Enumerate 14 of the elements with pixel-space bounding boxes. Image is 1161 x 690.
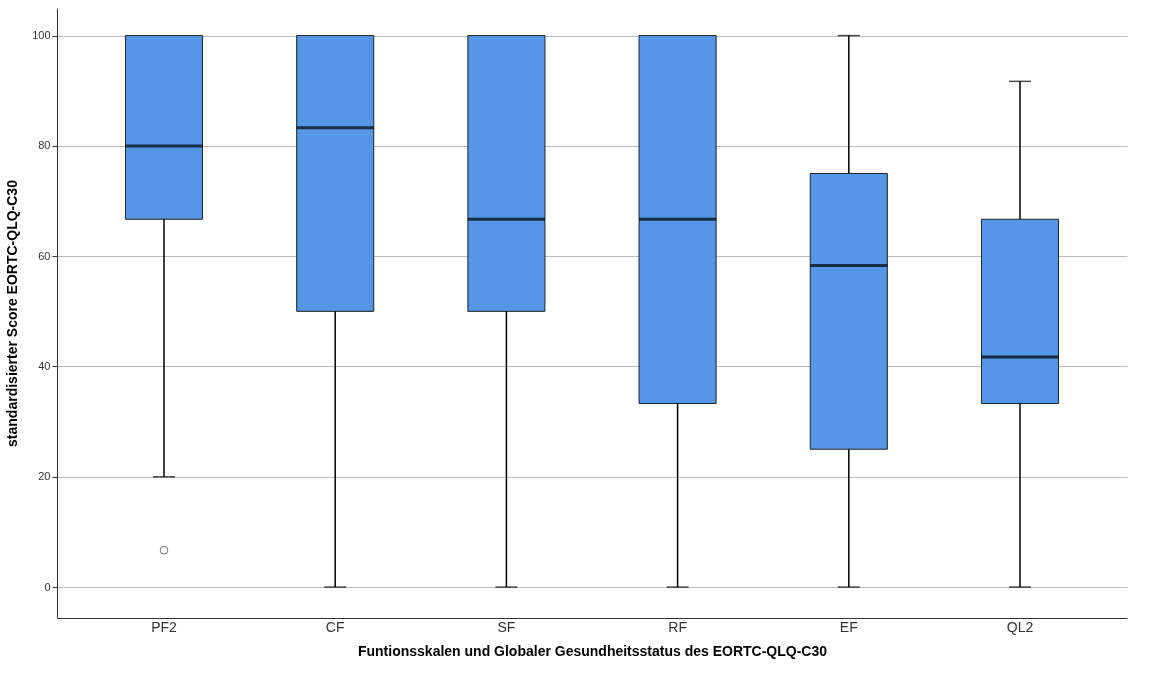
x-tick-label: CF xyxy=(325,618,345,635)
x-tick-label: PF2 xyxy=(151,618,178,635)
x-tick-label: SF xyxy=(497,618,516,635)
x-tick-label: RF xyxy=(668,618,687,635)
y-tick-label: 20 xyxy=(38,470,51,483)
y-tick-label: 0 xyxy=(44,580,51,593)
x-tick-label: QL2 xyxy=(1006,618,1034,635)
y-tick-label: 60 xyxy=(38,249,51,262)
y-axis-title: standardisierter Score EORTC-QLQ-C30 xyxy=(4,179,21,447)
x-tick-label: EF xyxy=(839,618,858,635)
y-tick-label: 40 xyxy=(38,360,51,372)
y-tick-label: 80 xyxy=(38,139,51,152)
x-axis-title: Funtionsskalen und Globaler Gesundheitsstatus des EORTC-QLQ-C30 xyxy=(357,642,828,659)
y-tick-label: 100 xyxy=(32,29,51,42)
